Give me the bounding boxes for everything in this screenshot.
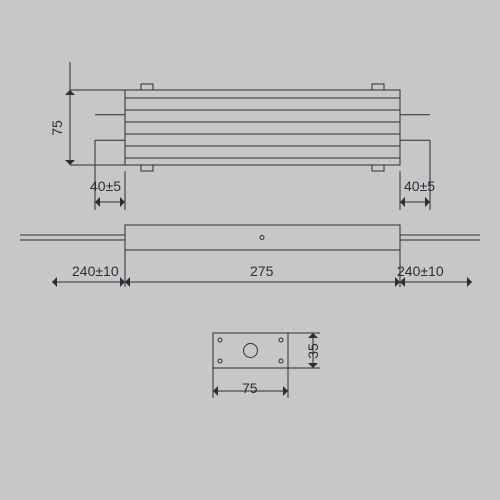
label-wire-right: 40±5 <box>404 178 435 194</box>
label-wire-left: 40±5 <box>90 178 121 194</box>
label-plate-w: 75 <box>242 380 258 396</box>
label-cable-right: 240±10 <box>397 263 444 279</box>
label-cable-left: 240±10 <box>72 263 119 279</box>
label-plate-h: 35 <box>305 343 321 359</box>
label-body-length: 275 <box>250 263 273 279</box>
label-height-main: 75 <box>49 120 65 136</box>
